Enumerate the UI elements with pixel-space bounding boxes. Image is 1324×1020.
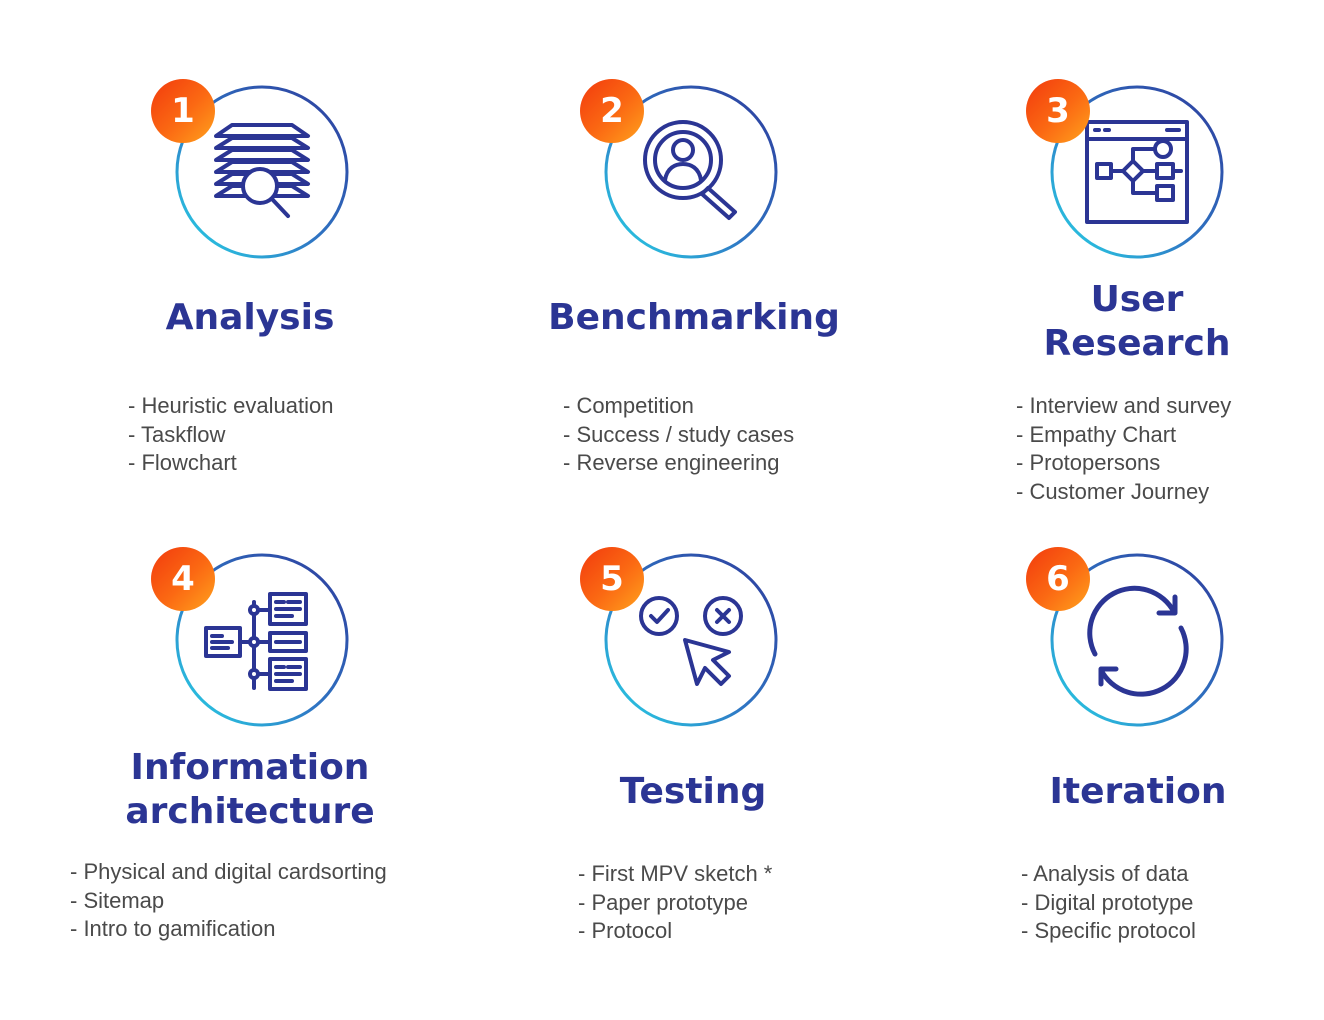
list-item: - First MPV sketch * xyxy=(578,861,773,886)
step-3-title-line1: User xyxy=(1090,279,1184,320)
step-3-number-badge: 3 xyxy=(1026,79,1090,143)
list-item: - Protopersons xyxy=(1016,450,1161,476)
step-6-title: Iteration xyxy=(918,770,1324,814)
step-6-items: - Analysis of data - Digital prototype -… xyxy=(1021,860,1196,946)
step-5-number-badge: 5 xyxy=(580,547,644,611)
list-item: - Interview and survey xyxy=(1016,393,1232,418)
list-item: - Physical and digital cardsorting xyxy=(70,859,387,884)
step-3-title-line2: Research xyxy=(1043,323,1231,364)
list-item: - Sitemap xyxy=(70,887,165,913)
step-4-title: Information architecture xyxy=(30,746,470,834)
step-2-number-badge: 2 xyxy=(580,79,644,143)
list-item: - Flowchart xyxy=(128,450,237,476)
step-3-ring xyxy=(1050,85,1224,259)
step-1-items: - Heuristic evaluation - Taskflow - Flow… xyxy=(128,392,333,478)
step-1-number-badge: 1 xyxy=(151,79,215,143)
step-6-number-badge: 6 xyxy=(1026,547,1090,611)
list-item: - Digital prototype xyxy=(1021,889,1194,915)
step-5-title-line1: Testing xyxy=(619,771,767,812)
list-item: - Competition xyxy=(563,393,694,418)
check-cross-cursor-icon xyxy=(639,596,743,686)
step-4-number-badge: 4 xyxy=(151,547,215,611)
step-6-ring xyxy=(1050,553,1224,727)
list-item: - Intro to gamification xyxy=(70,916,276,942)
step-1-ring xyxy=(175,85,349,259)
list-item: - Paper prototype xyxy=(578,889,748,915)
layers-magnifier-icon xyxy=(214,123,310,218)
step-5-items: - First MPV sketch * - Paper prototype -… xyxy=(578,860,772,946)
list-item: - Analysis of data xyxy=(1021,861,1189,886)
list-item: - Success / study cases xyxy=(563,421,795,447)
step-2-ring xyxy=(604,85,778,259)
step-4-title-line2: architecture xyxy=(125,791,375,832)
list-item: - Reverse engineering xyxy=(563,450,780,476)
step-2-title-line1: Benchmarking xyxy=(548,297,840,338)
browser-flowchart-icon xyxy=(1085,120,1189,224)
step-4-ring xyxy=(175,553,349,727)
sitemap-icon xyxy=(204,592,308,691)
step-2-title: Benchmarking xyxy=(474,296,914,340)
list-item: - Protocol xyxy=(578,918,673,944)
step-5-ring xyxy=(604,553,778,727)
step-3-items: - Interview and survey - Empathy Chart -… xyxy=(1016,392,1231,507)
list-item: - Heuristic evaluation xyxy=(128,393,334,418)
user-search-icon xyxy=(643,120,737,220)
refresh-cycle-icon xyxy=(1087,585,1189,697)
step-1-title: Analysis xyxy=(30,296,470,340)
list-item: - Taskflow xyxy=(128,421,226,447)
step-3-title: User Research xyxy=(917,278,1324,366)
step-4-title-line1: Information xyxy=(130,747,370,788)
step-6-title-line1: Iteration xyxy=(1049,771,1227,812)
list-item: - Specific protocol xyxy=(1021,918,1196,944)
step-4-items: - Physical and digital cardsorting - Sit… xyxy=(70,858,387,944)
list-item: - Empathy Chart xyxy=(1016,421,1177,447)
step-2-items: - Competition - Success / study cases - … xyxy=(563,392,794,478)
list-item: - Customer Journey xyxy=(1016,479,1210,505)
step-1-title-line1: Analysis xyxy=(165,297,335,338)
step-5-title: Testing xyxy=(473,770,913,814)
